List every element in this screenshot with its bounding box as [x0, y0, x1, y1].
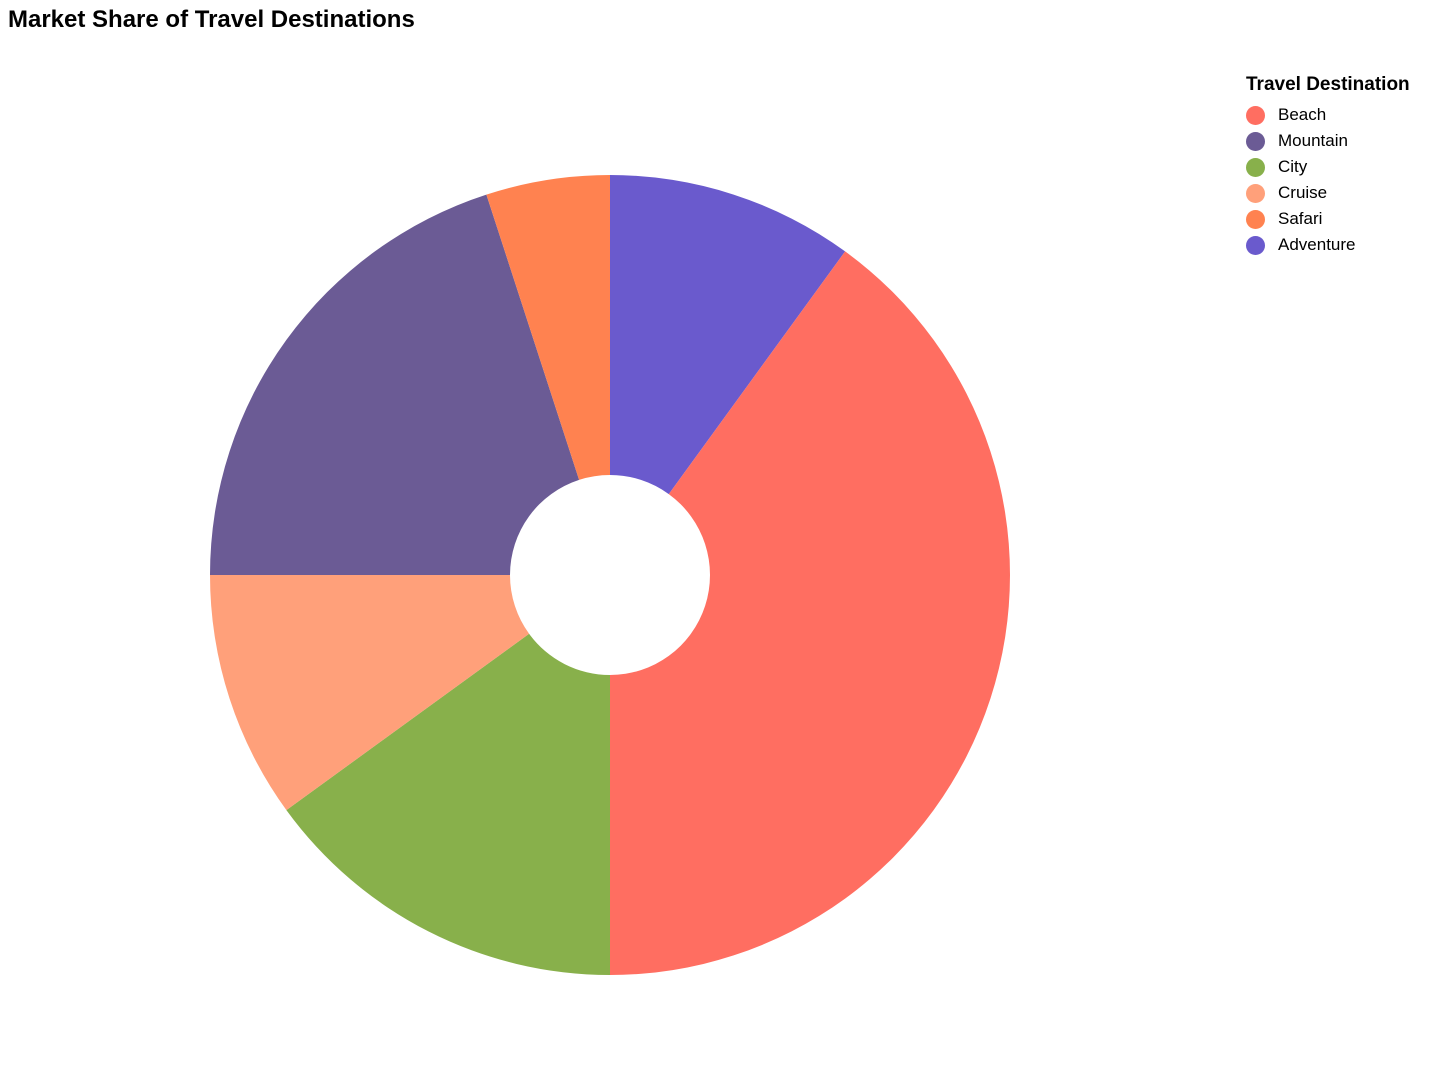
legend-title: Travel Destination [1246, 74, 1410, 95]
legend-label-mountain: Mountain [1278, 131, 1348, 150]
legend: Travel Destination Beach Mountain City Crui… [1246, 74, 1410, 258]
chart-title: Market Share of Travel Destinations [8, 6, 415, 33]
legend-items: Beach Mountain City Cruise Safari Adventure [1246, 102, 1410, 258]
slice-mountain [210, 194, 580, 575]
legend-label-cruise: Cruise [1278, 183, 1328, 202]
slice-beach [610, 251, 1010, 976]
legend-swatch-cruise [1246, 183, 1265, 203]
legend-label-city: City [1278, 157, 1308, 176]
legend-item-city: City [1246, 154, 1410, 180]
slice-city [286, 633, 610, 975]
slice-safari [486, 175, 610, 480]
legend-swatch-mountain [1246, 131, 1265, 151]
legend-item-safari: Safari [1246, 206, 1410, 232]
legend-swatch-safari [1246, 209, 1265, 229]
legend-label-adventure: Adventure [1278, 235, 1356, 254]
legend-item-adventure: Adventure [1246, 232, 1410, 258]
legend-item-beach: Beach [1246, 102, 1410, 128]
slices-group [210, 175, 1010, 976]
legend-swatch-beach [1246, 105, 1265, 125]
slice-cruise [210, 575, 530, 811]
legend-label-safari: Safari [1278, 209, 1323, 228]
legend-swatch-city [1246, 157, 1265, 177]
legend-swatch-adventure [1246, 235, 1265, 255]
slice-adventure [610, 175, 846, 495]
legend-item-cruise: Cruise [1246, 180, 1410, 206]
legend-label-beach: Beach [1278, 105, 1327, 124]
legend-item-mountain: Mountain [1246, 128, 1410, 154]
